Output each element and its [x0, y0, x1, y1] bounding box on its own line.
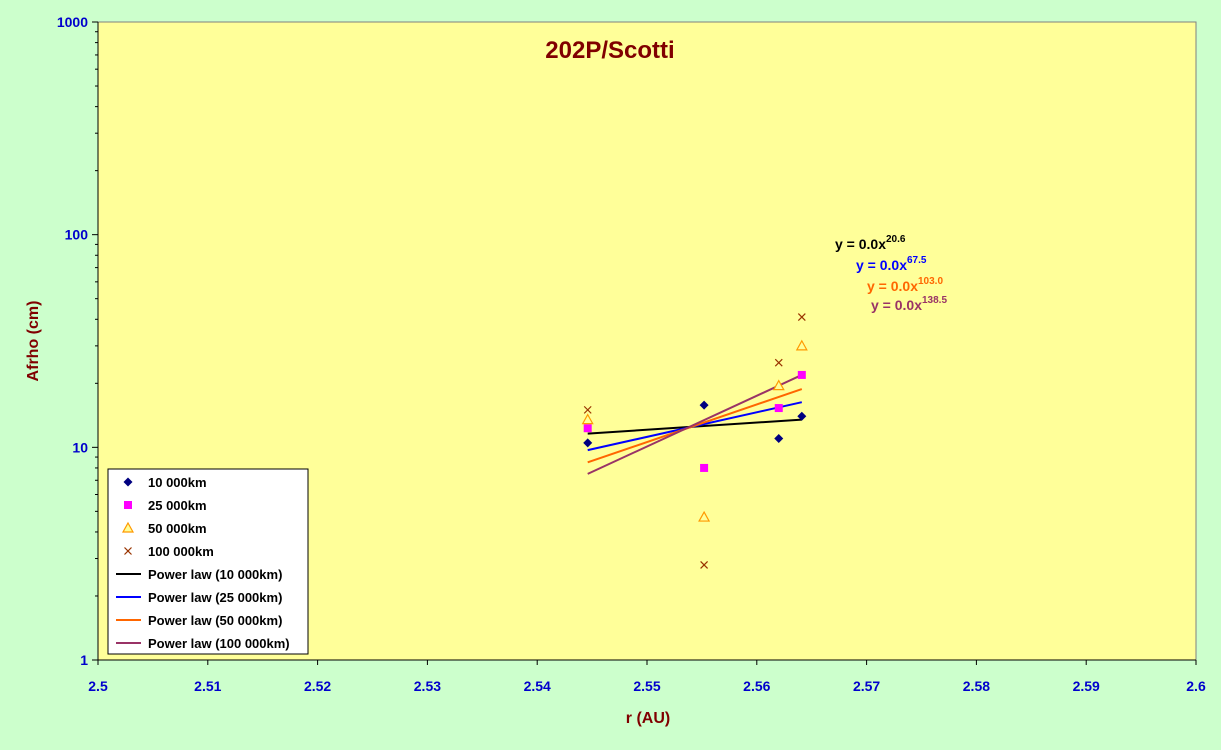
legend-item: Power law (10 000km)	[116, 567, 282, 582]
data-point-series-1	[699, 400, 709, 410]
legend-marker	[124, 501, 132, 509]
y-axis-label: Afrho (cm)	[25, 301, 42, 382]
trendline-equation-4: y = 0.0x138.5	[871, 295, 947, 313]
legend-marker	[124, 547, 132, 555]
trendline-equation-2: y = 0.0x67.5	[856, 255, 927, 273]
data-point-series-2	[700, 463, 709, 472]
legend-item: 100 000km	[124, 544, 214, 559]
data-point-series-1	[774, 434, 784, 444]
legend-label: Power law (100 000km)	[148, 636, 290, 651]
x-tick-label: 2.51	[194, 678, 221, 694]
data-point-series-1	[583, 438, 593, 448]
legend-label: 25 000km	[148, 498, 207, 513]
x-tick-label: 2.6	[1186, 678, 1206, 694]
data-point-series-4	[700, 560, 709, 569]
legend: 10 000km 25 000km 50 000km 100 000km Power l…	[107, 468, 309, 655]
legend-label: Power law (50 000km)	[148, 613, 282, 628]
trendline-3	[587, 388, 803, 464]
data-point-series-2	[797, 370, 806, 379]
x-tick-label: 2.53	[414, 678, 441, 694]
axes: 2.5 2.51 2.52 2.53 2.54 2.55 2.56 2.57 2.58 2.59 2…	[57, 14, 1206, 694]
legend-marker	[121, 521, 135, 533]
legend-item: 25 000km	[124, 498, 207, 513]
data-point-series-3	[795, 339, 808, 351]
data-point-series-4	[583, 405, 592, 414]
data-point-series-2	[583, 424, 592, 433]
data-point-series-3	[698, 510, 711, 522]
x-tick-label: 2.5	[88, 678, 108, 694]
data-point-series-4	[774, 358, 783, 367]
trendline-equation-1: y = 0.0x20.6	[835, 234, 906, 252]
trendline-equations: y = 0.0x20.6 y = 0.0x67.5 y = 0.0x103.0y =…	[835, 234, 947, 313]
x-tick-label: 2.58	[963, 678, 990, 694]
data-point-series-3	[581, 413, 594, 425]
trendline-equation-3: y = 0.0x103.0	[867, 276, 943, 294]
x-tick-label: 2.54	[524, 678, 551, 694]
legend-item: Power law (100 000km)	[116, 636, 290, 651]
trendlines	[587, 374, 803, 475]
legend-label: Power law (10 000km)	[148, 567, 282, 582]
data-point-series-2	[774, 404, 783, 413]
legend-label: Power law (25 000km)	[148, 590, 282, 605]
y-tick-label: 100	[65, 227, 89, 243]
data-points	[581, 313, 808, 569]
trendline-4	[587, 374, 803, 475]
data-point-series-3	[772, 379, 785, 391]
legend-label: 50 000km	[148, 521, 207, 536]
x-axis-label: r (AU)	[626, 710, 670, 727]
x-tick-label: 2.59	[1073, 678, 1100, 694]
legend-box	[107, 468, 309, 655]
x-tick-label: 2.52	[304, 678, 331, 694]
legend-label: 10 000km	[148, 475, 207, 490]
legend-item: 50 000km	[121, 521, 207, 536]
data-point-series-1	[797, 411, 807, 421]
data-point-series-4	[797, 313, 806, 321]
y-tick-label: 1000	[57, 14, 88, 30]
legend-item: Power law (50 000km)	[116, 613, 282, 628]
x-tick-label: 2.56	[743, 678, 770, 694]
legend-item: 10 000km	[123, 475, 207, 490]
y-tick-label: 1	[80, 652, 88, 668]
chart-title: 202P/Scotti	[545, 37, 674, 64]
x-tick-label: 2.57	[853, 678, 880, 694]
x-tick-label: 2.55	[633, 678, 660, 694]
legend-marker	[123, 477, 133, 487]
legend-label: 100 000km	[148, 544, 214, 559]
y-tick-label: 10	[72, 439, 88, 455]
legend-item: Power law (25 000km)	[116, 590, 282, 605]
